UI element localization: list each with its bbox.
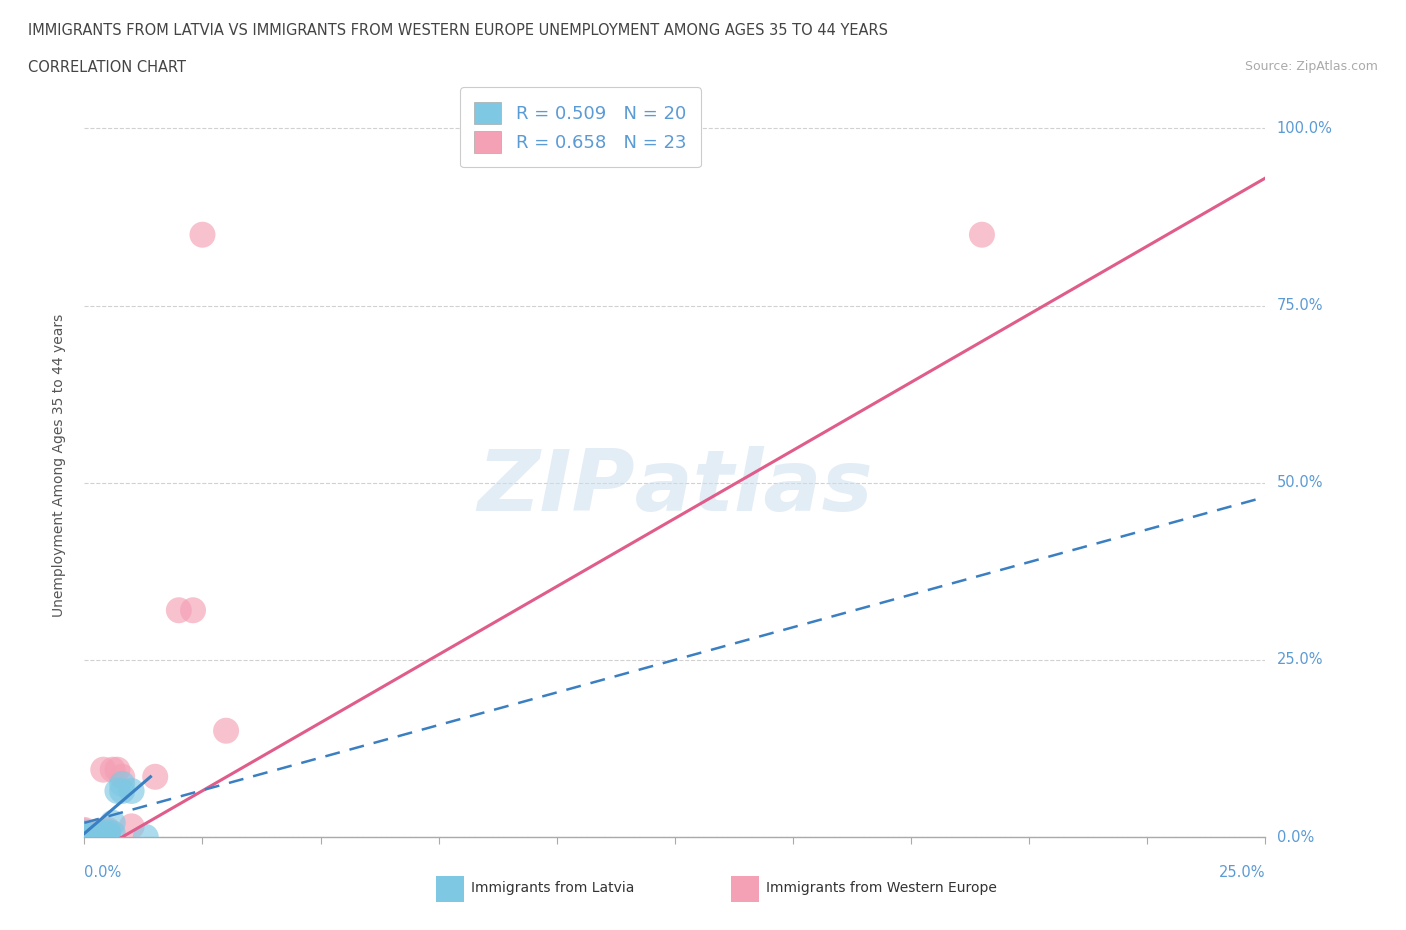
Text: Immigrants from Latvia: Immigrants from Latvia: [471, 881, 634, 896]
Point: [91, 763, 114, 777]
Point: [107, 783, 129, 798]
Point: [73, 826, 96, 841]
Text: 0.0%: 0.0%: [1277, 830, 1313, 844]
Point: [107, 763, 129, 777]
Point: [191, 227, 214, 242]
Point: [77, 830, 100, 844]
Point: [73, 830, 96, 844]
Point: [73, 830, 96, 844]
Point: [83, 826, 105, 841]
Point: [97, 826, 120, 841]
Point: [111, 777, 134, 791]
Point: [91, 828, 114, 843]
Text: 100.0%: 100.0%: [1277, 121, 1333, 136]
Point: [87, 824, 110, 839]
Point: [135, 830, 157, 844]
Point: [97, 825, 120, 840]
Y-axis label: Unemployment Among Ages 35 to 44 years: Unemployment Among Ages 35 to 44 years: [52, 313, 66, 617]
Point: [83, 830, 105, 844]
Point: [87, 830, 110, 844]
Text: IMMIGRANTS FROM LATVIA VS IMMIGRANTS FROM WESTERN EUROPE UNEMPLOYMENT AMONG AGES: IMMIGRANTS FROM LATVIA VS IMMIGRANTS FRO…: [28, 23, 889, 38]
Point: [73, 830, 96, 844]
Point: [167, 603, 190, 618]
Text: 0.0%: 0.0%: [84, 865, 121, 880]
Point: [91, 826, 114, 841]
Point: [215, 724, 238, 738]
Point: [87, 828, 110, 843]
Text: Immigrants from Western Europe: Immigrants from Western Europe: [766, 881, 997, 896]
Point: [111, 769, 134, 784]
Text: 25.0%: 25.0%: [1277, 652, 1323, 668]
Point: [111, 783, 134, 798]
Point: [121, 819, 143, 834]
Point: [970, 227, 993, 242]
Point: [143, 769, 166, 784]
Text: Source: ZipAtlas.com: Source: ZipAtlas.com: [1244, 60, 1378, 73]
Point: [83, 828, 105, 843]
Text: 25.0%: 25.0%: [1219, 865, 1265, 880]
Text: ZIP​atlas: ZIP​atlas: [477, 445, 873, 529]
Legend: R = 0.509   N = 20, R = 0.658   N = 23: R = 0.509 N = 20, R = 0.658 N = 23: [460, 87, 700, 167]
Point: [181, 603, 204, 618]
Point: [73, 826, 96, 841]
Point: [73, 828, 96, 843]
Point: [101, 763, 124, 777]
Text: 50.0%: 50.0%: [1277, 475, 1323, 490]
Point: [101, 826, 124, 841]
Point: [83, 828, 105, 843]
Point: [101, 816, 124, 830]
Text: 75.0%: 75.0%: [1277, 299, 1323, 313]
Text: CORRELATION CHART: CORRELATION CHART: [28, 60, 186, 75]
Point: [87, 826, 110, 841]
Point: [97, 822, 120, 837]
Point: [73, 826, 96, 841]
Point: [97, 828, 120, 843]
Point: [73, 822, 96, 837]
Point: [73, 824, 96, 839]
Point: [121, 783, 143, 798]
Point: [73, 830, 96, 844]
